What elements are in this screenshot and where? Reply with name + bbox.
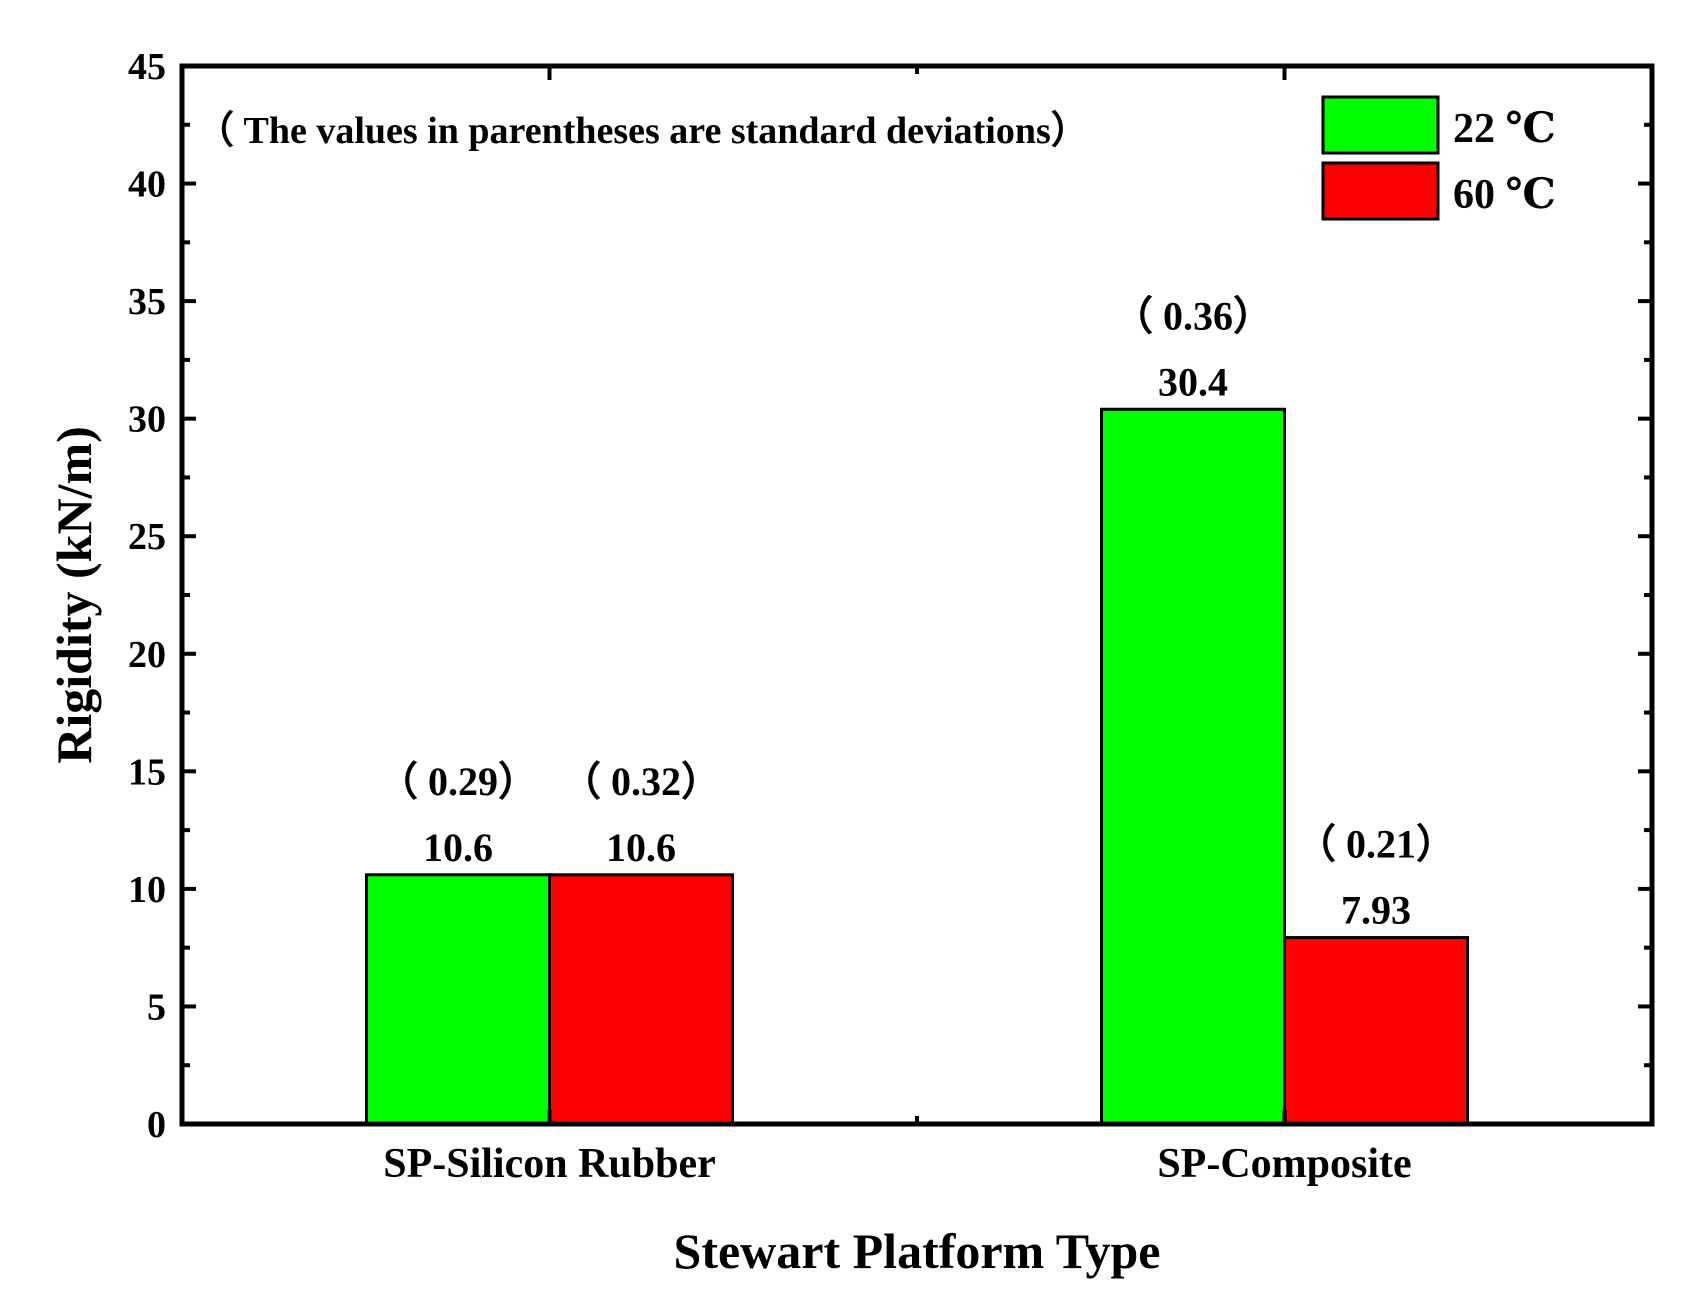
category-label: SP-Silicon Rubber <box>383 1141 716 1187</box>
legend-swatch-60c <box>1321 161 1440 221</box>
legend-swatch-22c <box>1321 95 1440 155</box>
y-tick-label: 25 <box>128 516 166 558</box>
bar-1-2 <box>548 873 734 1126</box>
axis-ticks <box>182 64 1652 1126</box>
y-tick-label: 30 <box>128 399 166 441</box>
bar-2-2 <box>1283 936 1469 1126</box>
y-tick-label: 10 <box>128 869 166 911</box>
y-tick-label: 5 <box>147 986 166 1028</box>
y-tick-label: 15 <box>128 751 166 793</box>
sd-label-1-2: （ 0.32） <box>561 759 721 804</box>
category-label: SP-Composite <box>1157 1141 1411 1187</box>
x-axis-title: Stewart Platform Type <box>674 1223 1161 1279</box>
y-tick-label: 35 <box>128 281 166 323</box>
sd-label-2-2: （ 0.21） <box>1296 822 1456 867</box>
value-label-2-2: 7.93 <box>1341 888 1411 933</box>
y-tick-label: 20 <box>128 634 166 676</box>
y-tick-label: 0 <box>147 1104 166 1146</box>
legend: 22 ℃ 60 ℃ <box>1321 95 1556 221</box>
y-tick-labels: 0 5 10 15 20 25 30 35 40 45 <box>128 46 166 1146</box>
bars-layer <box>365 407 1469 1126</box>
bar-2-1 <box>1100 407 1286 1126</box>
value-label-2-1: 30.4 <box>1158 359 1228 404</box>
y-tick-label: 45 <box>128 46 166 88</box>
sd-label-1-1: （ 0.29） <box>378 759 538 804</box>
value-label-1-2: 10.6 <box>606 825 676 870</box>
legend-label-60c: 60 ℃ <box>1453 172 1556 218</box>
bar-labels-layer: 10.6 （ 0.29） 10.6 （ 0.32） 30.4 （ 0.36） 7.93 （ 0… <box>378 293 1456 932</box>
sd-label-2-1: （ 0.36） <box>1113 293 1273 338</box>
annotation-note: （ The values in parentheses are standard… <box>196 110 1089 152</box>
y-axis-title: Rigidity (kN/m) <box>46 426 102 764</box>
y-tick-label: 40 <box>128 164 166 206</box>
bar-1-1 <box>365 873 551 1126</box>
legend-label-22c: 22 ℃ <box>1453 106 1556 152</box>
value-label-1-1: 10.6 <box>423 825 493 870</box>
x-tick-labels: SP-Silicon Rubber SP-Composite <box>383 1141 1411 1187</box>
